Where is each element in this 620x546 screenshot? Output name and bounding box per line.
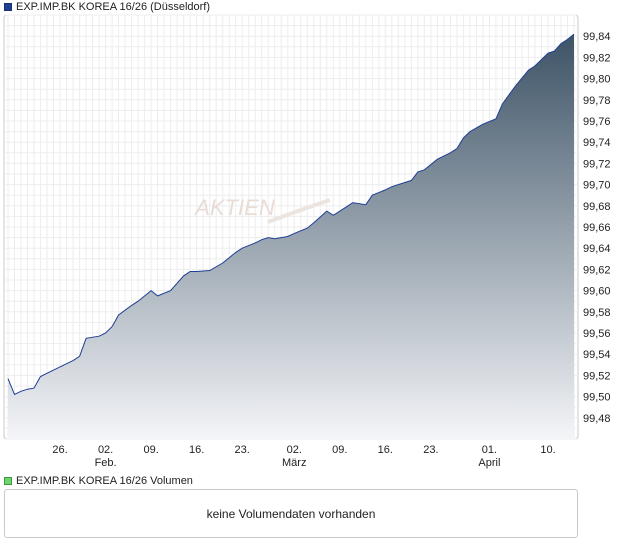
y-tick-label: 99,62 [583,264,611,276]
price-chart: AKTIEN 99,4899,5099,5299,5499,5699,5899,… [3,14,611,469]
x-tick-label: 09. [143,444,158,456]
watermark-text: AKTIEN [193,195,275,220]
x-tick-label: 16. [189,444,204,456]
x-tick-label: 23. [235,444,250,456]
y-tick-label: 99,56 [583,328,611,340]
y-tick-label: 99,74 [583,137,611,149]
x-tick-label: 01. [482,444,497,456]
price-legend-label: EXP.IMP.BK KOREA 16/26 (Düsseldorf) [16,1,211,13]
y-tick-label: 99,68 [583,201,611,213]
x-tick-month-label: März [282,457,306,469]
x-tick-label: 26. [52,444,67,456]
x-tick-label: 23. [423,444,438,456]
price-legend: EXP.IMP.BK KOREA 16/26 (Düsseldorf) [4,1,210,13]
y-tick-label: 99,54 [583,349,611,361]
price-legend-swatch [4,3,12,11]
volume-legend: EXP.IMP.BK KOREA 16/26 Volumen [4,475,193,487]
y-tick-label: 99,50 [583,392,611,404]
y-axis-labels: 99,48 99,50 99,52 99,54 99,56 99,58 99,60 99,62… [583,31,611,425]
x-tick-label: 02. [98,444,113,456]
x-tick-month-label: April [478,457,500,469]
volume-legend-label: EXP.IMP.BK KOREA 16/26 Volumen [16,475,193,487]
y-tick-label: 99,52 [583,370,611,382]
y-tick-label: 99,84 [583,31,611,43]
y-tick-label: 99,70 [583,180,611,192]
price-line [7,33,575,396]
y-tick-label: 99,64 [583,243,611,255]
y-tick-label: 99,48 [583,413,611,425]
x-tick-label: 16. [378,444,393,456]
no-volume-message: keine Volumendaten vorhanden [206,506,376,521]
price-area-fill [8,34,574,439]
watermark-swoosh [267,198,331,224]
x-tick-label: 09. [332,444,347,456]
volume-panel: keine Volumendaten vorhanden [4,489,578,538]
price-area [7,33,575,439]
x-tick-month-label: Feb. [95,457,117,469]
y-tick-label: 99,72 [583,158,611,170]
y-tick-label: 99,58 [583,307,611,319]
x-tick-label: 02. [287,444,302,456]
volume-legend-swatch [4,477,12,485]
y-tick-label: 99,80 [583,74,611,86]
y-tick-label: 99,82 [583,52,611,64]
y-tick-label: 99,66 [583,222,611,234]
y-tick-label: 99,76 [583,116,611,128]
x-tick-label: 10. [540,444,555,456]
y-tick-label: 99,60 [583,286,611,298]
y-tick-label: 99,78 [583,95,611,107]
